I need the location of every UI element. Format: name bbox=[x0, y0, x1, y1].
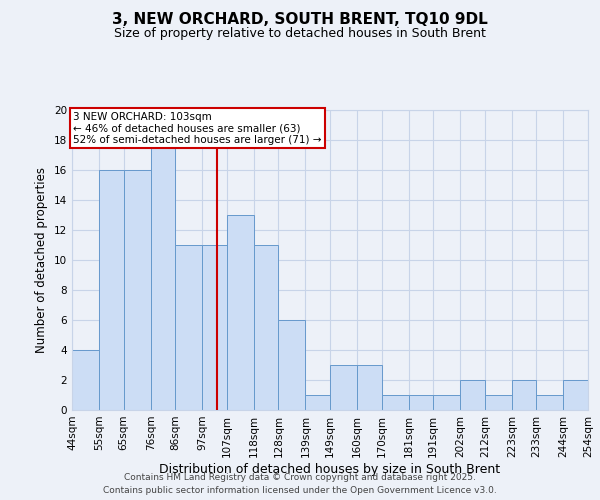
Bar bbox=[72, 350, 99, 410]
Bar bbox=[254, 245, 278, 410]
Bar bbox=[485, 395, 512, 410]
Bar bbox=[124, 170, 151, 410]
Bar bbox=[382, 395, 409, 410]
Text: Contains HM Land Registry data © Crown copyright and database right 2025.: Contains HM Land Registry data © Crown c… bbox=[124, 472, 476, 482]
Bar bbox=[278, 320, 305, 410]
Bar bbox=[512, 380, 536, 410]
Bar bbox=[588, 380, 600, 410]
Bar bbox=[409, 395, 433, 410]
Text: 3 NEW ORCHARD: 103sqm
← 46% of detached houses are smaller (63)
52% of semi-deta: 3 NEW ORCHARD: 103sqm ← 46% of detached … bbox=[73, 112, 322, 144]
Bar bbox=[99, 170, 124, 410]
Bar bbox=[175, 245, 202, 410]
Bar bbox=[433, 395, 460, 410]
Bar bbox=[305, 395, 330, 410]
Bar bbox=[151, 125, 175, 410]
Bar bbox=[330, 365, 357, 410]
Bar bbox=[227, 215, 254, 410]
Text: 3, NEW ORCHARD, SOUTH BRENT, TQ10 9DL: 3, NEW ORCHARD, SOUTH BRENT, TQ10 9DL bbox=[112, 12, 488, 28]
Text: Contains public sector information licensed under the Open Government Licence v3: Contains public sector information licen… bbox=[103, 486, 497, 495]
Bar bbox=[563, 380, 588, 410]
X-axis label: Distribution of detached houses by size in South Brent: Distribution of detached houses by size … bbox=[160, 462, 500, 475]
Bar bbox=[202, 245, 227, 410]
Bar bbox=[460, 380, 485, 410]
Bar bbox=[536, 395, 563, 410]
Bar bbox=[357, 365, 382, 410]
Text: Size of property relative to detached houses in South Brent: Size of property relative to detached ho… bbox=[114, 28, 486, 40]
Y-axis label: Number of detached properties: Number of detached properties bbox=[35, 167, 49, 353]
